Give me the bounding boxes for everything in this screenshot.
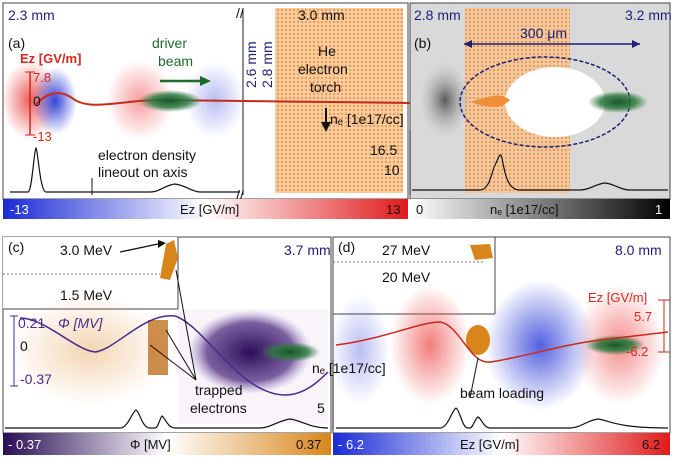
trapped-bunch xyxy=(160,240,178,280)
driver-beam xyxy=(138,90,202,112)
lineout-caption-2: lineout on axis xyxy=(98,164,188,180)
panel-d-ez-tick-top: 5.7 xyxy=(634,309,652,324)
torch-label-2: electron xyxy=(298,61,348,77)
panel-a-distance-right: 3.0 mm xyxy=(298,7,345,23)
panel-a-colorbar-label: Eᴢ [GV/m] xyxy=(180,202,239,217)
panel-d-energy-low: 20 MeV xyxy=(382,269,431,285)
panel-a: // // 2.3 mm 3.0 mm (a) Eᴢ [GV/m] 7.8 0 … xyxy=(2,2,411,219)
panel-b-ne-tick-2: 10 xyxy=(384,162,400,178)
panel-c-phi-tick-bottom: -0.37 xyxy=(20,371,52,387)
driver-beam-label-2: beam xyxy=(158,53,193,69)
panel-c-colorbar-max: 0.37 xyxy=(296,437,321,452)
panel-b-ne-axis-label: nₑ [1e17/cc] xyxy=(330,111,404,127)
panel-a-distance-mid-1: 2.6 mm xyxy=(243,41,259,88)
panel-b-density-lineout xyxy=(412,154,668,191)
panel-c-phi-axis-label: Φ [MV] xyxy=(58,315,103,331)
panel-c-energy-high: 3.0 MeV xyxy=(60,242,113,258)
svg-text://: // xyxy=(236,187,244,203)
panel-d-ez-negative xyxy=(485,280,595,410)
panel-d-energy-high: 27 MeV xyxy=(382,242,431,258)
ez-negative-region xyxy=(33,67,77,135)
driver-beam-label-1: driver xyxy=(152,35,187,51)
beam-loading-label: beam loading xyxy=(460,385,544,401)
panel-b-driver-beam xyxy=(588,91,648,113)
lineout-caption-1: electron density xyxy=(98,147,196,163)
panel-a-ez-tick-zero: 0 xyxy=(33,93,41,109)
phi-colorbar xyxy=(3,433,331,455)
panel-b-scale-bar-label: 300 μm xyxy=(520,25,567,41)
panel-d-distance: 8.0 mm xyxy=(615,242,662,258)
panel-d-ez-axis-label: Eᴢ [GV/m] xyxy=(588,290,647,305)
panel-a-ez-tick-top: 7.8 xyxy=(33,70,51,85)
panel-a-distance-left: 2.3 mm xyxy=(8,7,55,23)
panel-c-energy-low: 1.5 MeV xyxy=(60,287,113,303)
panel-b-distance-left: 2.8 mm xyxy=(414,7,461,23)
panel-c-colorbar-label: Φ [MV] xyxy=(130,437,171,452)
density-lineout xyxy=(10,147,240,193)
panel-c: (c) 3.0 MeV 1.5 MeV 3.7 mm 0.21 Φ [MV] 0… xyxy=(2,236,332,455)
panel-b-colorbar-min: 0 xyxy=(416,202,423,217)
panel-b-ne-tick-1: 16.5 xyxy=(370,142,397,158)
electron-torch xyxy=(275,8,403,193)
trapped-label-1: trapped xyxy=(195,382,242,398)
panel-c-colorbar-min: - 0.37 xyxy=(8,437,41,452)
torch-label-1: He xyxy=(318,43,336,59)
panel-d-density-lineout xyxy=(336,407,669,429)
panel-b-colorbar-max: 1 xyxy=(655,202,662,217)
panel-d-ne-axis-label: nₑ [1e17/cc] xyxy=(312,360,386,376)
witness-bunch xyxy=(466,325,490,355)
panel-b-distance-right: 3.2 mm xyxy=(625,7,672,23)
panel-c-density-lineout xyxy=(5,409,329,429)
plasma-bubble xyxy=(505,67,605,137)
panel-d-ez-lineout xyxy=(335,321,669,363)
panel-c-label: (c) xyxy=(8,239,24,255)
ne-colorbar xyxy=(410,199,670,219)
torch-label-3: torch xyxy=(310,79,341,95)
panel-d: (d) 27 MeV 20 MeV 8.0 mm Eᴢ [GV/m] 5.7 -… xyxy=(312,236,671,455)
panel-c-phi-tick-top: 0.21 xyxy=(18,315,45,331)
svg-text://: // xyxy=(236,5,244,21)
panel-a-ez-axis-label: Eᴢ [GV/m] xyxy=(20,51,81,66)
phi-lineout xyxy=(19,315,329,396)
potential-well xyxy=(188,310,312,394)
panel-c-distance: 3.7 mm xyxy=(284,242,331,258)
panel-a-colorbar-min: -13 xyxy=(10,202,29,217)
panel-b: 2.8 mm 3.2 mm (b) 300 μm nₑ [1e17/cc] 16… xyxy=(330,2,672,219)
panel-d-ne-tick: 5 xyxy=(317,400,325,416)
panel-c-phi-tick-zero: 0 xyxy=(20,338,28,354)
panel-a-ez-tick-bottom: -13 xyxy=(33,129,52,144)
panel-d-colorbar-min: - 6.2 xyxy=(338,437,364,452)
panel-d-ez-tick-bottom: -6.2 xyxy=(626,344,648,359)
panel-d-colorbar-label: Eᴢ [GV/m] xyxy=(460,437,519,452)
panel-d-label: (d) xyxy=(338,239,355,255)
trapped-label-2: electrons xyxy=(190,400,247,416)
panel-a-colorbar-max: 13 xyxy=(386,202,400,217)
panel-a-distance-mid-2: 2.8 mm xyxy=(259,41,275,88)
panel-b-label: (b) xyxy=(414,35,431,51)
panel-c-driver-beam xyxy=(260,342,320,362)
ez-colorbar xyxy=(3,199,408,219)
panel-d-ez-colorbar xyxy=(333,433,670,455)
panel-d-colorbar-max: 6.2 xyxy=(642,437,660,452)
panel-b-colorbar-label: nₑ [1e17/cc] xyxy=(490,202,558,217)
panel-a-label: (a) xyxy=(8,35,25,51)
